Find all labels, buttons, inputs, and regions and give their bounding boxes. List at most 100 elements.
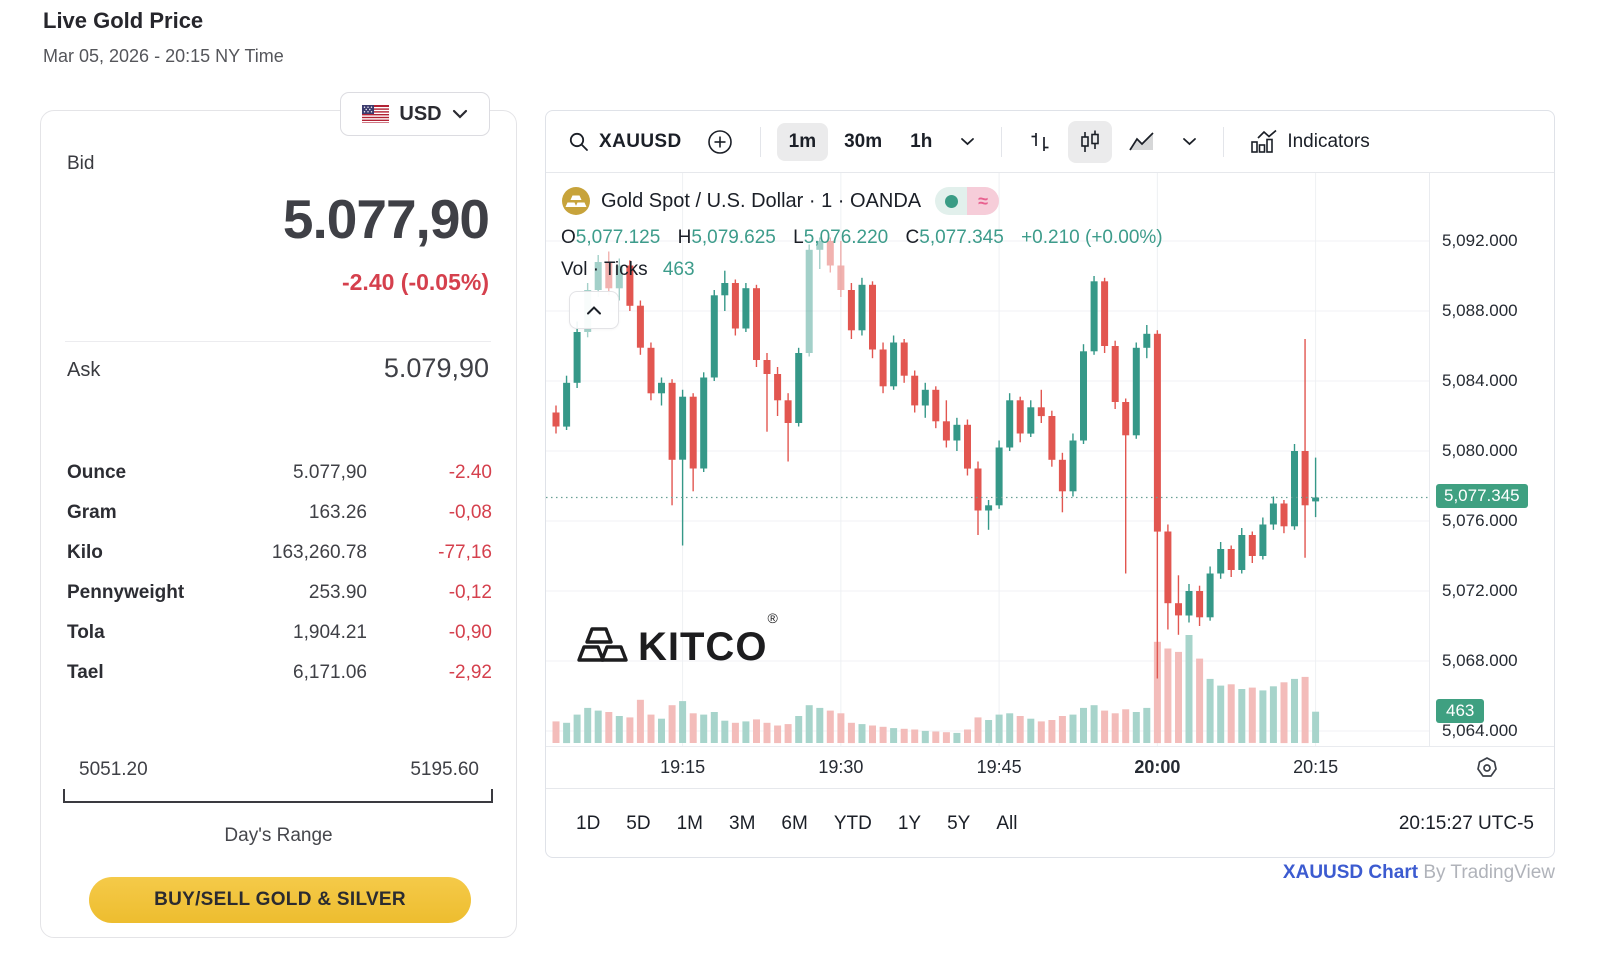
unit-row: Pennyweight 253.90 -0,12 bbox=[67, 573, 492, 613]
chart-toolbar: XAUUSD 1m 30m 1h bbox=[546, 111, 1554, 173]
ohlc-legend: O5,077.125 H5,079.625 L5,076.220 C5,077.… bbox=[561, 227, 1163, 248]
indicators-icon bbox=[1251, 129, 1277, 153]
unit-label: Ounce bbox=[67, 462, 127, 483]
chart-widget: XAUUSD 1m 30m 1h bbox=[545, 110, 1555, 858]
range-button-1d[interactable]: 1D bbox=[576, 812, 601, 834]
price-axis-label: 5,084.000 bbox=[1442, 371, 1518, 390]
symbol-search[interactable]: XAUUSD bbox=[560, 125, 690, 159]
change-value: +0.210 (+0.00%) bbox=[1021, 227, 1163, 248]
unit-change: -0,08 bbox=[448, 502, 492, 523]
unit-row: Tola 1,904.21 -0,90 bbox=[67, 613, 492, 653]
unit-label: Kilo bbox=[67, 542, 103, 563]
unit-change: -2.40 bbox=[448, 462, 492, 483]
unit-value: 163.26 bbox=[308, 502, 367, 523]
chart-clock: 20:15:27 UTC-5 bbox=[1398, 812, 1534, 834]
unit-label: Gram bbox=[67, 502, 117, 523]
toolbar-divider bbox=[759, 126, 761, 157]
style-menu-button[interactable] bbox=[1172, 129, 1207, 154]
indicators-button[interactable]: Indicators bbox=[1240, 121, 1379, 163]
time-axis-label: 20:00 bbox=[1134, 757, 1181, 777]
indicators-label: Indicators bbox=[1287, 130, 1370, 152]
currency-selector[interactable]: USD bbox=[340, 92, 490, 136]
interval-menu-button[interactable] bbox=[950, 129, 985, 154]
price-axis-label: 5,072.000 bbox=[1442, 581, 1518, 600]
tradingview-symbol-link[interactable]: XAUUSD Chart bbox=[1282, 862, 1419, 883]
bid-value: 5.077,90 bbox=[282, 188, 490, 250]
buy-sell-button[interactable]: BUY/SELL GOLD & SILVER bbox=[89, 877, 471, 923]
price-axis[interactable]: 5,092.000 5,088.000 5,084.000 5,080.000 5,07… bbox=[1429, 173, 1554, 746]
day-range-low: 5051.20 bbox=[79, 759, 148, 780]
chart-style-area-button[interactable] bbox=[1118, 122, 1166, 162]
divider bbox=[65, 341, 491, 342]
time-axis-label: 19:30 bbox=[818, 757, 864, 777]
range-button-1y[interactable]: 1Y bbox=[897, 812, 922, 834]
chart-legend: Gold Spot / U.S. Dollar · 1 · OANDA ≈ bbox=[561, 186, 1000, 216]
candles-style-icon bbox=[1081, 130, 1100, 152]
candlestick-plot[interactable] bbox=[546, 173, 1429, 751]
range-button-5d[interactable]: 5D bbox=[626, 812, 651, 834]
range-button-ytd[interactable]: YTD bbox=[833, 812, 872, 834]
bars-style-icon bbox=[1031, 132, 1049, 151]
price-axis-label: 5,076.000 bbox=[1442, 511, 1518, 530]
interval-button-1h[interactable]: 1h bbox=[910, 130, 933, 152]
market-status-toggle[interactable]: ≈ bbox=[935, 187, 1000, 215]
quote-card: Bid 5.077,90 -2.40 (-0.05%) Ask 5.079,90… bbox=[40, 110, 517, 938]
time-axis-label: 20:15 bbox=[1293, 757, 1339, 777]
axis-settings-icon[interactable] bbox=[1474, 755, 1500, 786]
high-value: 5,079.625 bbox=[691, 227, 776, 248]
day-range-bracket bbox=[63, 789, 493, 803]
unit-value: 1,904.21 bbox=[293, 622, 367, 643]
unit-label: Pennyweight bbox=[67, 582, 185, 603]
unit-change: -2,92 bbox=[448, 662, 492, 683]
gold-symbol-icon bbox=[562, 187, 590, 215]
page-title: Live Gold Price bbox=[43, 8, 204, 33]
price-axis-label: 5,092.000 bbox=[1442, 231, 1518, 250]
last-volume-badge: 463 bbox=[1436, 699, 1485, 723]
day-range-high: 5195.60 bbox=[410, 759, 479, 780]
interval-group: 1m 30m 1h bbox=[776, 122, 945, 161]
unit-row: Tael 6,171.06 -2,92 bbox=[67, 653, 492, 693]
volume-label: Vol · Ticks bbox=[561, 259, 648, 280]
interval-button-1m[interactable]: 1m bbox=[776, 122, 829, 161]
unit-value: 5.077,90 bbox=[293, 462, 367, 483]
last-price-badge: 5,077.345 bbox=[1436, 484, 1528, 509]
range-button-6m[interactable]: 6M bbox=[781, 812, 808, 834]
search-icon bbox=[569, 132, 588, 151]
unit-row: Kilo 163,260.78 -77,16 bbox=[67, 533, 492, 573]
price-axis-label: 5,088.000 bbox=[1442, 301, 1518, 320]
symbol-text: XAUUSD bbox=[599, 130, 682, 152]
toolbar-divider bbox=[1223, 126, 1225, 157]
close-value: 5,077.345 bbox=[919, 227, 1004, 248]
date-ranges-row: 1D 5D 1M 3M 6M YTD 1Y 5Y All 20:15:27 UTC-5 bbox=[546, 788, 1554, 857]
volume-legend: Vol · Ticks 463 bbox=[561, 259, 695, 281]
chevron-down-icon bbox=[961, 138, 975, 146]
interval-button-30m[interactable]: 30m bbox=[844, 130, 883, 152]
chart-style-bars-button[interactable] bbox=[1018, 122, 1062, 162]
unit-value: 6,171.06 bbox=[293, 662, 367, 683]
low-value: 5,076.220 bbox=[803, 227, 889, 248]
unit-label: Tola bbox=[67, 622, 105, 643]
time-axis-label: 19:45 bbox=[976, 757, 1022, 777]
time-axis[interactable]: 19:15 19:30 19:45 20:00 20:15 bbox=[546, 746, 1554, 788]
unit-change: -0,12 bbox=[448, 582, 492, 603]
toolbar-divider bbox=[1001, 126, 1003, 157]
price-axis-label: 5,080.000 bbox=[1442, 441, 1518, 460]
compare-add-button[interactable] bbox=[696, 120, 744, 164]
collapse-legend-button[interactable] bbox=[569, 291, 619, 329]
range-button-5y[interactable]: 5Y bbox=[947, 812, 971, 834]
area-style-icon bbox=[1129, 131, 1154, 150]
unit-change: -0,90 bbox=[448, 622, 492, 643]
chart-style-candles-button[interactable] bbox=[1068, 120, 1113, 163]
bid-label: Bid bbox=[67, 153, 95, 174]
page-date: Mar 05, 2026 - 20:15 NY Time bbox=[43, 46, 284, 66]
kitco-watermark-text: KITCO® bbox=[638, 610, 779, 669]
kitco-logo-icon bbox=[577, 627, 628, 662]
range-button-3m[interactable]: 3M bbox=[729, 812, 756, 834]
range-button-all[interactable]: All bbox=[996, 812, 1018, 834]
range-button-1m[interactable]: 1M bbox=[676, 812, 703, 834]
tradingview-credit: By TradingView bbox=[1423, 862, 1555, 883]
unit-value: 163,260.78 bbox=[271, 542, 367, 563]
chevron-down-icon bbox=[1183, 138, 1197, 146]
price-axis-label: 5,064.000 bbox=[1442, 721, 1518, 740]
